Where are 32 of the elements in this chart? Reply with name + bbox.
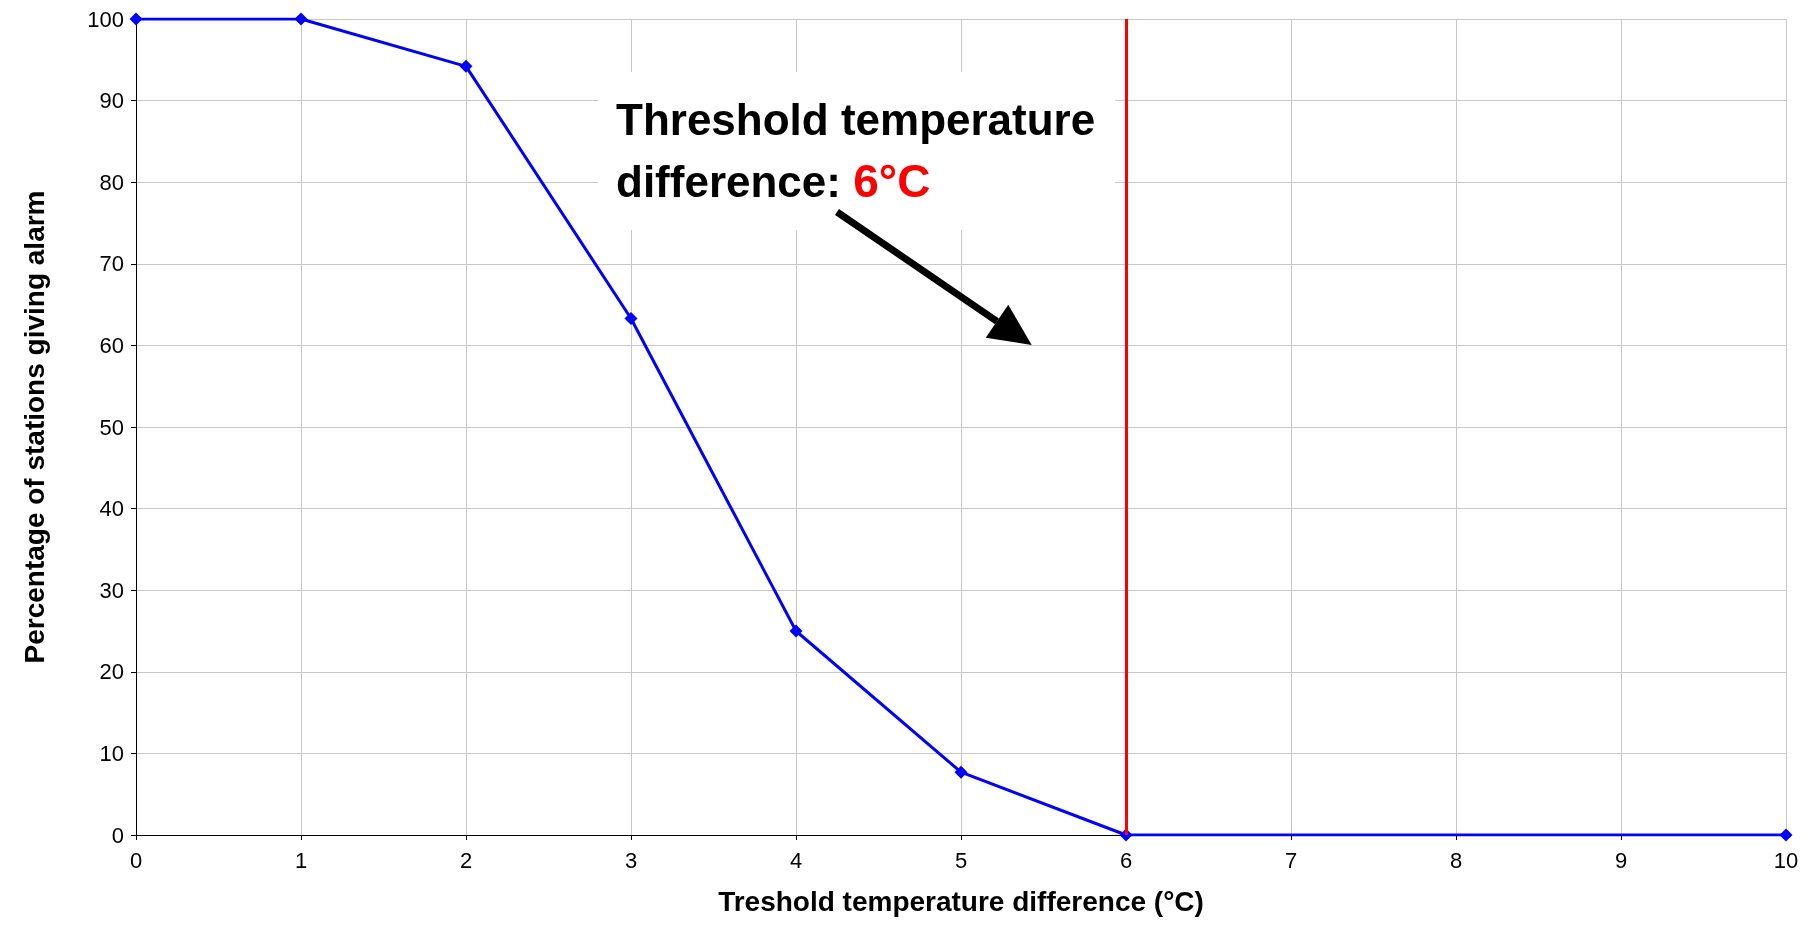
point: [1779, 828, 1793, 842]
y-tick-label: 0: [111, 822, 124, 848]
point: [294, 12, 308, 26]
point: [624, 311, 638, 325]
y-tick-label: 100: [87, 6, 124, 32]
point: [129, 12, 143, 26]
x-tick-label: 1: [294, 847, 308, 873]
y-axis-title: Percentage of stations giving alarm: [18, 190, 50, 664]
x-tick-label: 10: [1773, 847, 1799, 873]
point: [954, 765, 968, 779]
x-tick-label: 0: [129, 847, 143, 873]
y-tick-label: 10: [99, 740, 124, 766]
x-tick-label: 4: [789, 847, 803, 873]
x-axis-title: Treshold temperature difference (°C): [718, 885, 1204, 917]
ref-line-label: Threshold temperature difference: 6°C: [616, 94, 1096, 208]
x-tick-label: 3: [624, 847, 638, 873]
x-tick-label: 9: [1614, 847, 1628, 873]
x-tick-label: 6: [1119, 847, 1133, 873]
x-tick-label: 5: [954, 847, 968, 873]
x-tick-label: 2: [459, 847, 473, 873]
point: [789, 624, 803, 638]
y-tick-label: 50: [99, 414, 124, 440]
y-tick-label: 80: [99, 169, 124, 195]
y-tick-label: 90: [99, 88, 124, 114]
y-tick-label: 60: [99, 332, 124, 358]
x-tick-label: 8: [1449, 847, 1463, 873]
y-tick-label: 70: [99, 251, 124, 277]
y-tick-label: 30: [99, 577, 124, 603]
x-tick-label: 7: [1284, 847, 1298, 873]
point: [459, 59, 473, 73]
y-tick-label: 20: [99, 659, 124, 685]
y-tick-label: 40: [99, 496, 124, 522]
